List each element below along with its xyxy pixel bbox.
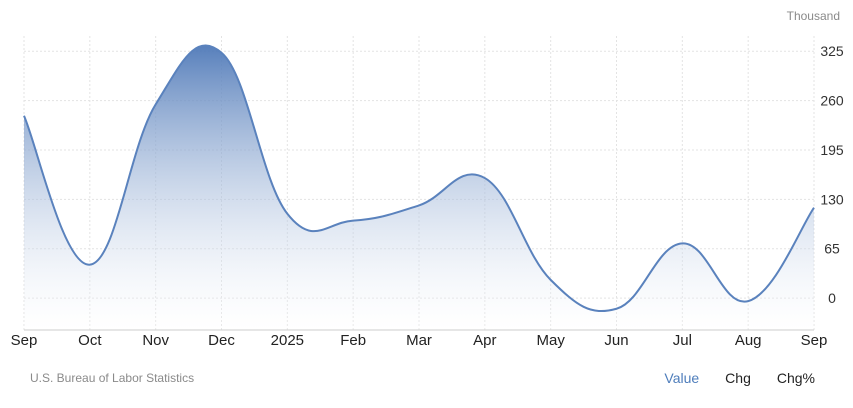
y-tick-label: 195 — [820, 142, 844, 158]
x-tick-label: Sep — [801, 332, 828, 349]
area-fill — [24, 45, 814, 331]
view-tabs: Value Chg Chg% — [638, 370, 815, 386]
data-point[interactable] — [416, 202, 422, 208]
data-point[interactable] — [482, 175, 488, 181]
y-tick-label: 260 — [820, 93, 844, 109]
data-point[interactable] — [350, 218, 356, 224]
y-tick-label: 130 — [820, 191, 844, 207]
data-point[interactable] — [548, 277, 554, 283]
x-tick-label: Mar — [406, 332, 432, 349]
x-tick-label: Nov — [142, 332, 169, 349]
unit-label: Thousand — [786, 9, 840, 23]
source-label: U.S. Bureau of Labor Statistics — [30, 371, 195, 385]
data-area — [21, 44, 817, 331]
data-point[interactable] — [153, 101, 159, 107]
x-tick-label: Jun — [604, 332, 628, 349]
x-tick-label: Aug — [735, 332, 762, 349]
data-point[interactable] — [219, 50, 225, 56]
x-tick-label: Oct — [78, 332, 102, 349]
x-axis: Sep Oct Nov Dec 2025 Feb Mar Apr May Jun Jul Aug Sep — [11, 329, 828, 349]
x-tick-label: May — [536, 332, 565, 349]
y-tick-label: 325 — [820, 43, 844, 59]
x-tick-label: Dec — [208, 332, 235, 349]
x-tick-label: Feb — [340, 332, 366, 349]
series-line — [23, 44, 815, 313]
data-point[interactable] — [21, 113, 27, 119]
x-tick-label: 2025 — [271, 332, 304, 349]
y-tick-label: 0 — [828, 290, 836, 306]
tab-chg[interactable]: Chg — [725, 370, 751, 386]
tab-value[interactable]: Value — [664, 370, 700, 386]
data-point[interactable] — [614, 306, 620, 312]
x-tick-label: Sep — [11, 332, 38, 349]
data-point[interactable] — [745, 298, 751, 304]
data-point[interactable] — [284, 211, 290, 217]
data-point[interactable] — [87, 262, 93, 268]
data-point[interactable] — [811, 205, 817, 211]
data-point[interactable] — [679, 240, 685, 246]
tab-chg-pct[interactable]: Chg% — [776, 370, 815, 386]
y-tick-label: 65 — [824, 241, 840, 257]
x-tick-label: Apr — [473, 332, 496, 349]
x-tick-label: Jul — [673, 332, 692, 349]
y-axis: 0 65 130 195 260 325 — [820, 43, 844, 306]
